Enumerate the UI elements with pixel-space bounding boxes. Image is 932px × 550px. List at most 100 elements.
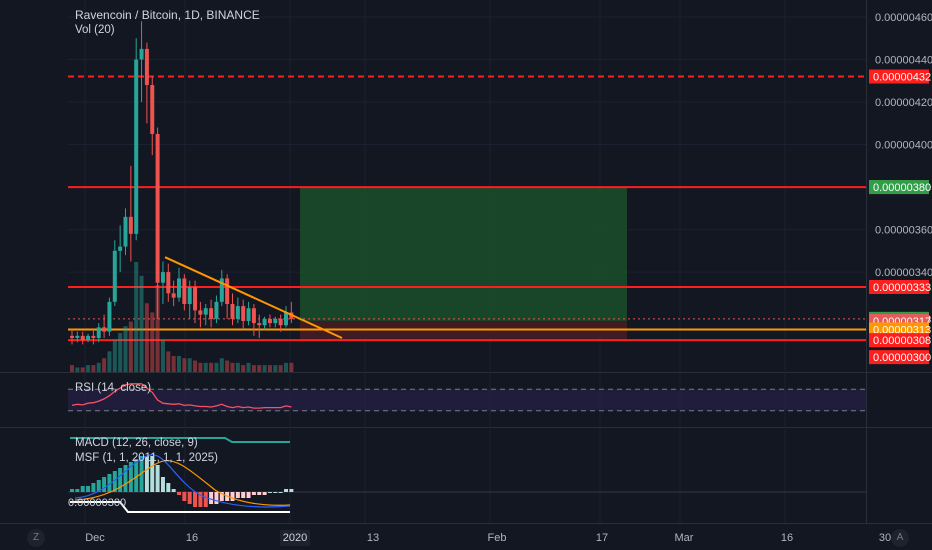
candle-body (118, 246, 123, 251)
macd-histogram-bar (289, 489, 294, 492)
price-label-badge (869, 350, 929, 365)
candle-body (209, 308, 214, 319)
price-label-text: 0.00000380 (873, 182, 931, 194)
candle-body (262, 318, 267, 326)
volume-bar (118, 333, 123, 372)
price-label-text: 0.00000432 (873, 72, 931, 84)
candle-body (246, 308, 251, 321)
candle-body (139, 48, 144, 60)
time-tick-label: Dec (85, 532, 105, 544)
macd-histogram-bar (150, 456, 155, 492)
trendline (164, 256, 343, 339)
candle-body (278, 318, 283, 326)
macd-histogram-bar (86, 486, 91, 492)
candle-body (267, 318, 272, 324)
volume-bar (284, 362, 288, 372)
rsi-legend: RSI (14, close) (75, 382, 152, 394)
volume-bar (273, 365, 278, 372)
candle-body (241, 306, 246, 321)
volume-bar (150, 312, 155, 372)
date-highlight (280, 530, 310, 546)
candle-body (150, 85, 155, 134)
candle-body (112, 250, 117, 302)
macd-histogram-bar (118, 468, 123, 492)
volume-legend: Vol (20) (75, 24, 115, 36)
volume-bar (166, 351, 171, 372)
macd-histogram-bar (193, 492, 198, 507)
volume-bar (262, 365, 267, 372)
macd-histogram-bar (182, 492, 187, 501)
volume-bar (225, 360, 230, 372)
volume-bar (203, 362, 208, 372)
candle-body (128, 216, 133, 234)
price-label-badge (869, 69, 929, 84)
macd-histogram-bar (198, 492, 203, 507)
candle-body (91, 335, 96, 338)
volume-bar (209, 362, 214, 372)
volume-bar (155, 284, 160, 372)
volume-bar (198, 362, 203, 372)
candle-body (273, 318, 278, 324)
auto-scale-toggle[interactable]: A (891, 529, 909, 547)
macd-histogram-bar (91, 483, 96, 492)
volume-bar (193, 360, 198, 372)
macd-histogram-bar (219, 492, 224, 501)
macd-legend: MACD (12, 26, close, 9) (75, 437, 198, 449)
macd-histogram-bar (273, 492, 278, 493)
macd-histogram-bar (284, 489, 288, 492)
volume-bar (80, 367, 85, 372)
price-label-badge (869, 180, 929, 195)
macd-histogram-bar (241, 492, 246, 498)
volume-bar (134, 262, 139, 372)
candle-body (251, 308, 256, 324)
symbol-title: Ravencoin / Bitcoin, 1D, BINANCE (75, 8, 260, 22)
volume-bar (177, 355, 181, 372)
volume-bar (75, 367, 80, 372)
macd-histogram-bar (209, 492, 214, 504)
macd-histogram-bar (235, 492, 240, 498)
volume-bar (128, 321, 133, 372)
volume-bar (139, 275, 144, 372)
volume-bar (251, 365, 256, 372)
target-zone (300, 187, 627, 321)
price-label-badge (869, 333, 929, 348)
macd-histogram-bar (171, 489, 176, 492)
macd-histogram-bar (160, 477, 165, 492)
volume-bar (107, 351, 112, 372)
candle-body (75, 335, 80, 338)
volume-bar (278, 365, 283, 372)
volume-bar (160, 339, 165, 372)
volume-bar (289, 362, 294, 372)
price-label-text: 0.00000333 (873, 282, 931, 294)
candle-body (203, 308, 208, 315)
candle-body (166, 272, 171, 294)
price-tick-label: 0.00000340 (875, 267, 932, 279)
macd-histogram-bar (102, 477, 107, 492)
price-label-badge (869, 322, 929, 337)
volume-bar (102, 358, 107, 372)
volume-bar (112, 339, 117, 372)
candle-body (214, 301, 219, 319)
rsi-line (71, 383, 292, 409)
time-tick-label: Feb (488, 532, 507, 544)
volume-bar (144, 303, 149, 372)
candle-body (230, 303, 235, 319)
candle-body (219, 278, 224, 302)
log-scale-toggle[interactable]: Z (27, 529, 45, 547)
time-tick-label-current: 2020 (283, 532, 307, 544)
macd-histogram-bar (139, 456, 144, 492)
volume-bar (214, 362, 219, 372)
macd-histogram-bar (107, 474, 112, 492)
price-label-text: 0.00000308 (873, 335, 931, 347)
macd-histogram-bar (246, 492, 251, 498)
candle-body (86, 335, 91, 341)
macd-histogram-bar (144, 456, 149, 492)
price-label-text: 0.00000300 (873, 352, 931, 364)
candle-body (182, 278, 187, 304)
rsi-band (68, 389, 866, 411)
candle-body (235, 306, 240, 319)
volume-bar (230, 362, 235, 372)
candle-body (160, 272, 165, 283)
candle-body (257, 323, 262, 326)
